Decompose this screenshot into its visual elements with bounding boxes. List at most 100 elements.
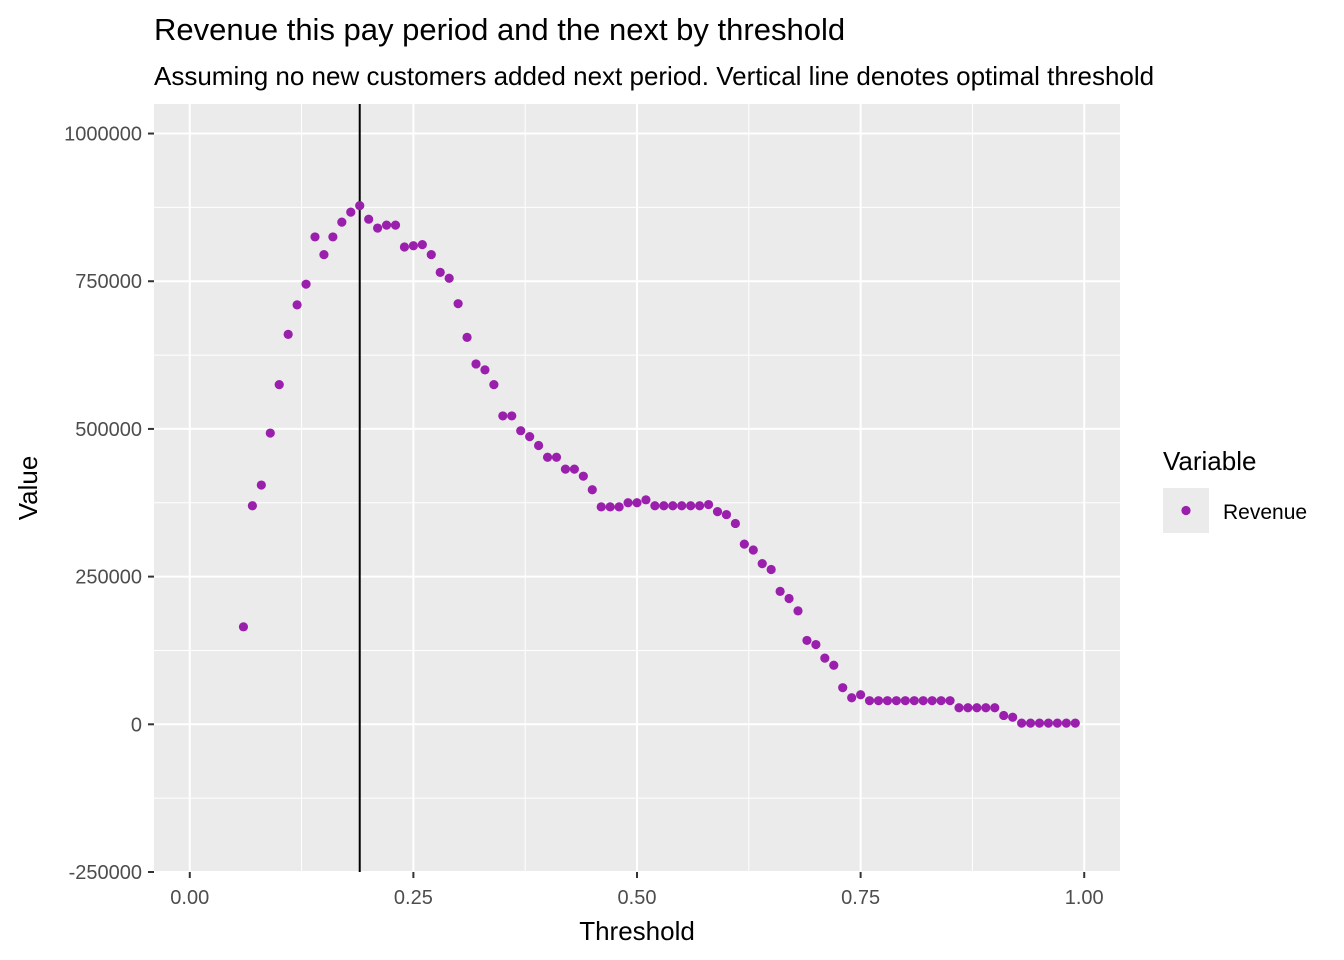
- x-axis: 0.00 0.25 0.50 0.75 1.00: [170, 872, 1104, 909]
- revenue-point: [507, 411, 517, 421]
- revenue-point: [659, 501, 669, 511]
- x-axis-title: Threshold: [579, 916, 695, 946]
- revenue-point: [534, 440, 544, 451]
- revenue-point: [793, 606, 803, 616]
- revenue-point: [882, 696, 893, 706]
- revenue-point: [614, 502, 624, 512]
- revenue-point: [1043, 718, 1054, 728]
- x-tick-label: 0.00: [170, 887, 209, 909]
- revenue-point: [909, 696, 919, 706]
- revenue-point: [542, 452, 553, 462]
- revenue-point: [605, 502, 615, 512]
- y-tick-label: 0: [131, 714, 142, 736]
- y-axis-title: Value: [13, 456, 43, 521]
- revenue-point: [355, 201, 365, 211]
- revenue-point: [1034, 718, 1045, 728]
- revenue-point: [569, 464, 579, 474]
- revenue-point: [730, 518, 740, 529]
- revenue-point: [525, 432, 535, 442]
- revenue-point: [516, 426, 526, 436]
- revenue-point: [551, 452, 562, 462]
- legend-label-revenue: Revenue: [1223, 501, 1307, 524]
- revenue-point: [703, 499, 714, 510]
- y-tick-label: 500000: [75, 419, 142, 441]
- revenue-point: [1008, 712, 1018, 722]
- revenue-point: [954, 703, 964, 713]
- revenue-point: [650, 501, 660, 511]
- revenue-point: [408, 241, 418, 251]
- revenue-point: [444, 273, 454, 283]
- revenue-point: [328, 232, 338, 242]
- revenue-point: [972, 703, 982, 713]
- revenue-point: [587, 485, 597, 495]
- revenue-points: [238, 201, 1080, 728]
- legend-key-point: [1181, 505, 1191, 516]
- revenue-point: [829, 660, 839, 670]
- revenue-point: [292, 300, 302, 310]
- chart-subtitle: Assuming no new customers added next per…: [154, 61, 1154, 91]
- revenue-point: [247, 501, 257, 511]
- revenue-point: [632, 498, 642, 508]
- legend-title: Variable: [1163, 446, 1256, 476]
- revenue-point: [695, 501, 705, 511]
- revenue-point: [498, 411, 508, 421]
- revenue-point: [864, 696, 875, 706]
- revenue-point: [390, 220, 401, 230]
- revenue-point: [1052, 718, 1062, 728]
- legend: Variable Revenue: [1163, 446, 1307, 533]
- revenue-point: [310, 232, 320, 242]
- revenue-point: [811, 639, 821, 650]
- revenue-point: [256, 480, 266, 490]
- x-tick-label: 0.50: [618, 887, 657, 909]
- revenue-point: [936, 696, 946, 706]
- revenue-point: [873, 696, 884, 706]
- revenue-point: [721, 509, 732, 520]
- revenue-point: [981, 703, 991, 713]
- revenue-point: [999, 710, 1009, 721]
- revenue-point: [274, 380, 284, 390]
- revenue-point: [766, 564, 776, 575]
- x-tick-label: 0.25: [394, 887, 433, 909]
- revenue-point: [399, 242, 410, 252]
- y-axis: -250000 0 250000 500000 750000 1000000: [64, 124, 154, 884]
- revenue-point: [677, 501, 687, 511]
- revenue-point: [283, 329, 293, 339]
- revenue-point: [1017, 718, 1027, 728]
- revenue-point: [927, 696, 937, 706]
- revenue-point: [596, 502, 606, 512]
- revenue-point: [838, 683, 848, 693]
- revenue-point: [748, 545, 758, 555]
- y-tick-label: -250000: [69, 862, 142, 884]
- revenue-point: [417, 240, 427, 250]
- revenue-point: [578, 471, 588, 481]
- revenue-point: [462, 332, 472, 342]
- y-tick-label: 1000000: [64, 124, 142, 146]
- revenue-point: [668, 501, 678, 511]
- revenue-point: [373, 223, 383, 233]
- revenue-point: [238, 622, 249, 632]
- y-tick-label: 750000: [75, 271, 142, 293]
- revenue-point: [346, 207, 356, 217]
- revenue-point: [381, 220, 392, 230]
- revenue-point: [963, 703, 973, 713]
- revenue-point: [471, 359, 481, 369]
- revenue-point: [712, 507, 723, 517]
- revenue-point: [1061, 718, 1071, 728]
- revenue-point: [856, 690, 866, 700]
- x-tick-label: 1.00: [1065, 887, 1104, 909]
- revenue-point: [820, 653, 830, 663]
- revenue-point: [686, 501, 696, 511]
- revenue-point: [337, 217, 347, 227]
- revenue-point: [900, 696, 910, 706]
- revenue-point: [1025, 718, 1036, 728]
- revenue-point: [918, 696, 928, 706]
- revenue-point: [945, 696, 955, 706]
- revenue-point: [623, 498, 633, 508]
- revenue-point: [891, 696, 901, 706]
- y-tick-label: 250000: [75, 567, 142, 589]
- revenue-point: [784, 593, 794, 604]
- revenue-point: [641, 495, 651, 505]
- revenue-point: [1070, 718, 1080, 728]
- revenue-point: [489, 380, 499, 390]
